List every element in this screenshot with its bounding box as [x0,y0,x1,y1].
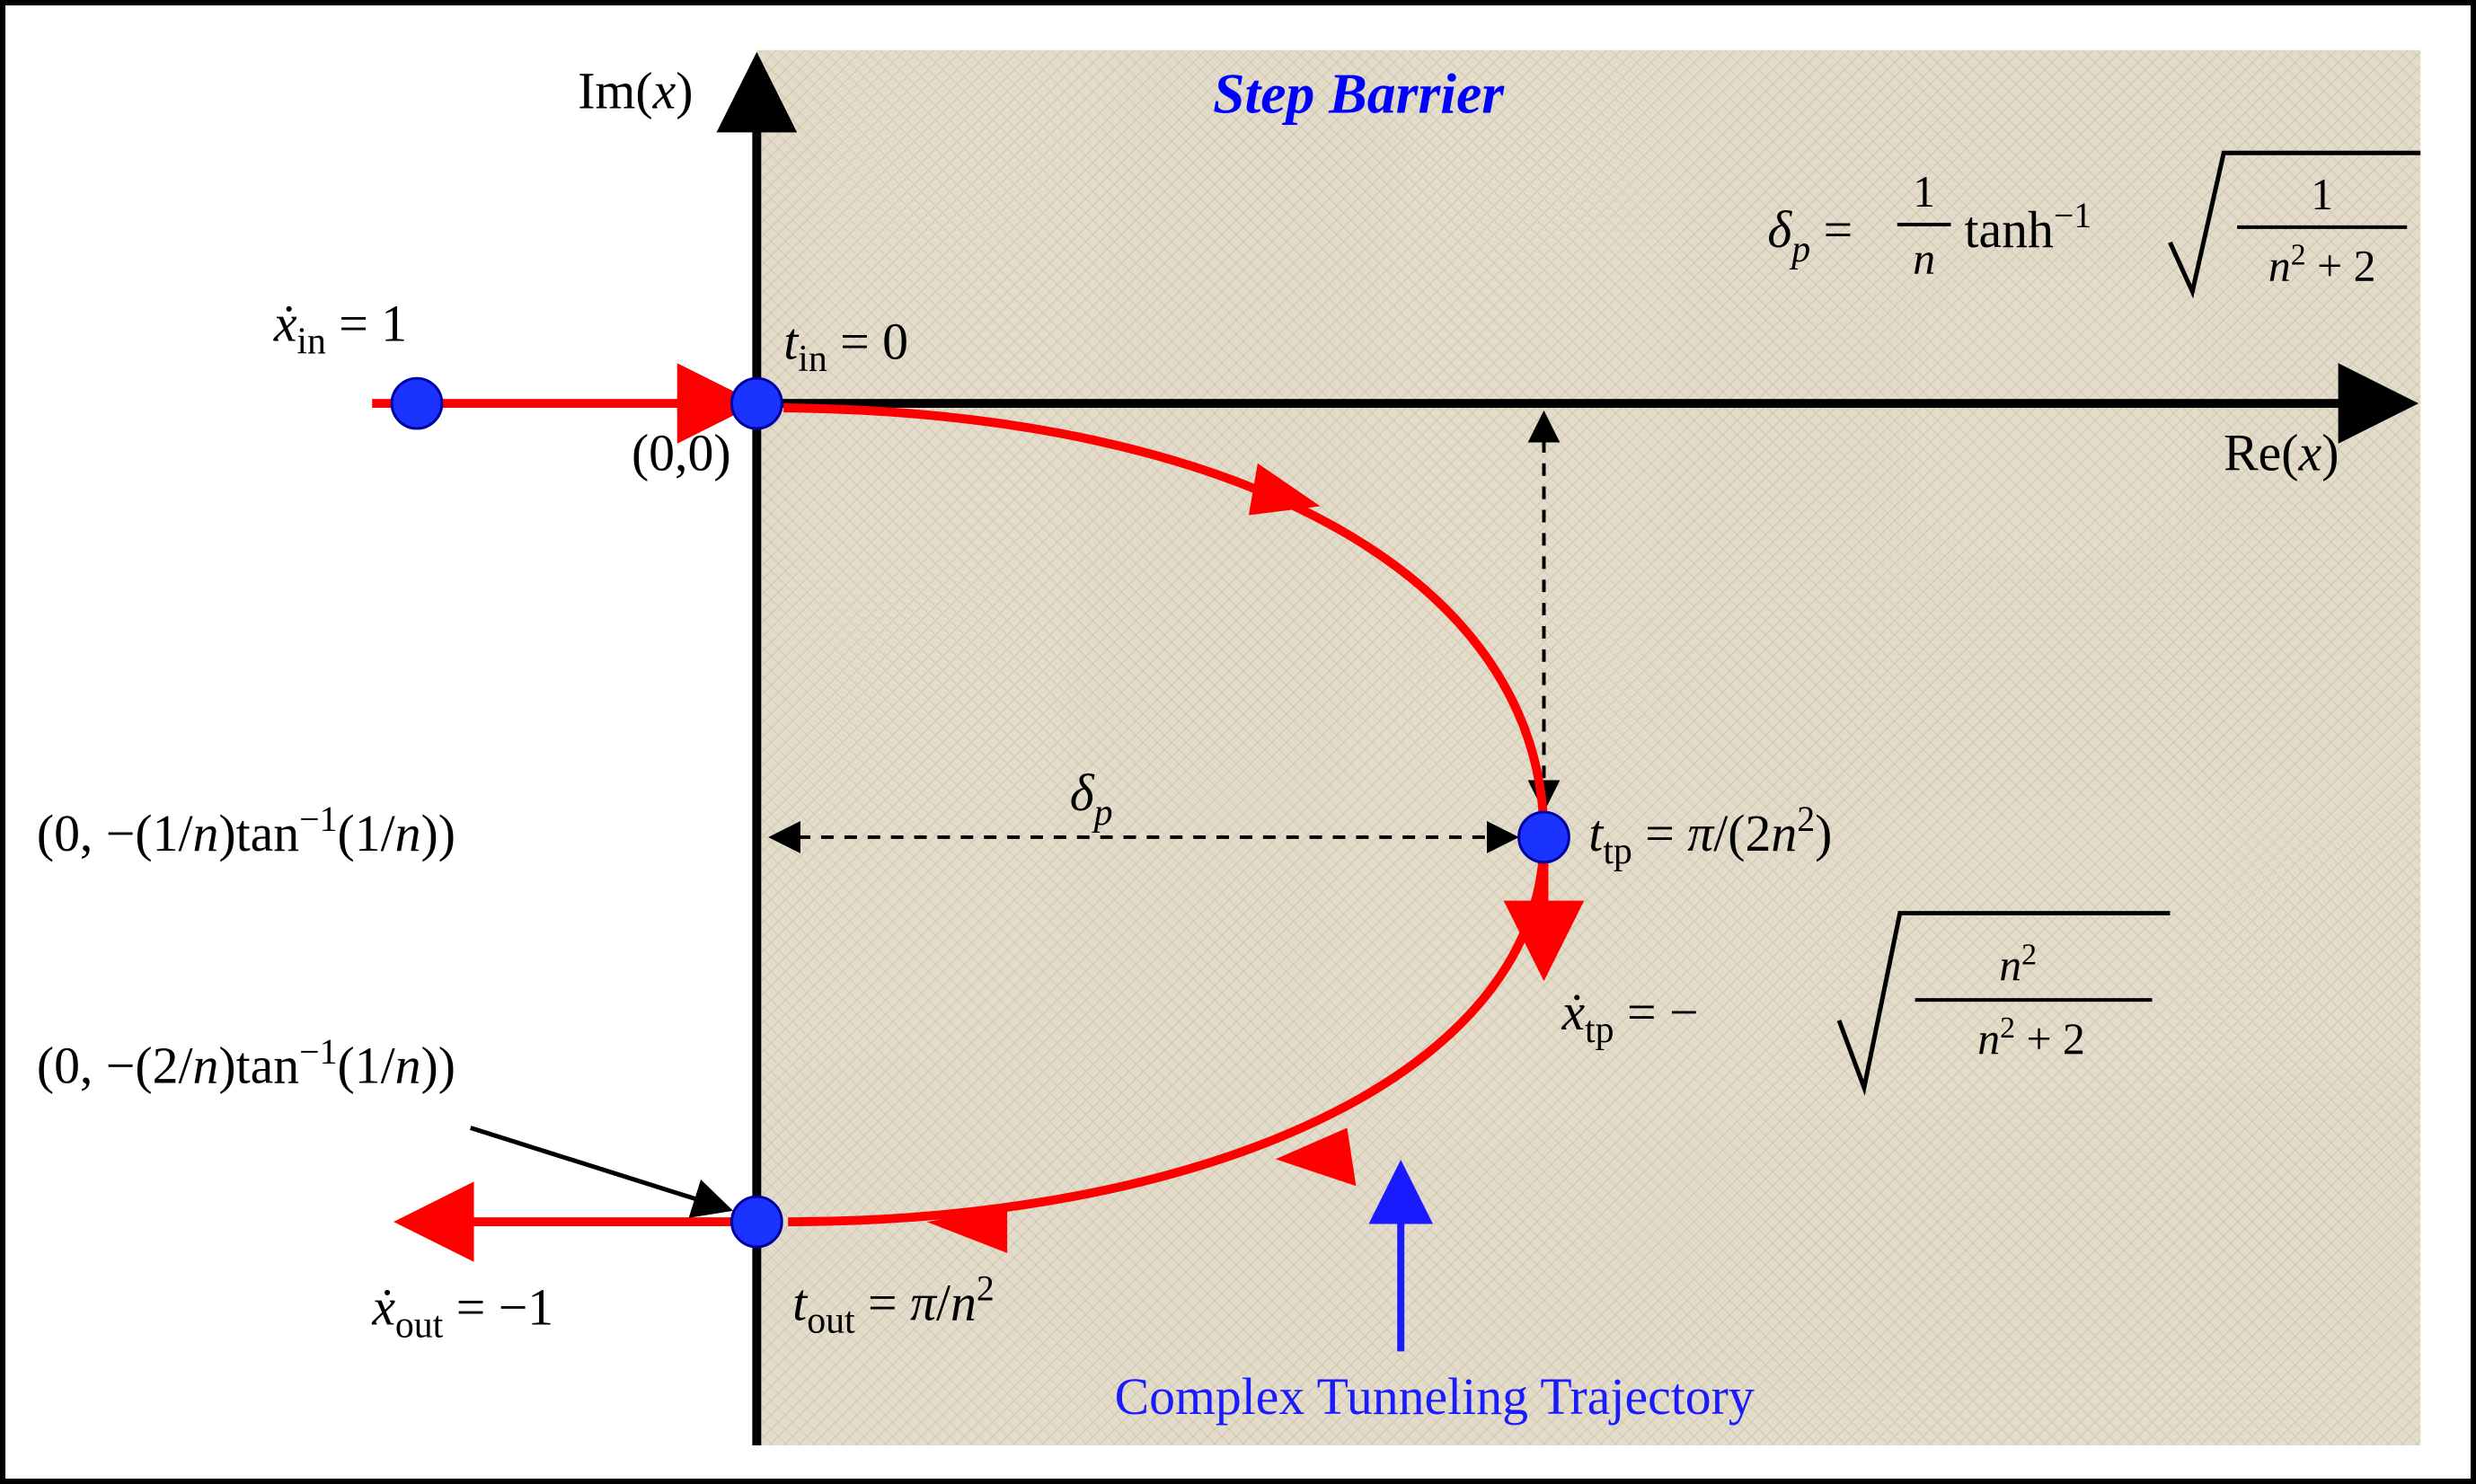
marker-tp [1519,812,1570,862]
marker-out [731,1197,782,1247]
svg-text:1: 1 [1913,167,1935,216]
label-out-coord: (0, −(2/n)tan−1(1/n)) [37,1032,455,1095]
label-caption: Complex Tunneling Trajectory [1115,1369,1755,1426]
pointer-out-coord [471,1128,726,1209]
marker-xdot-in [392,378,442,428]
label-xdot-out: ẋout = −1 [371,1280,553,1347]
svg-text:1: 1 [2311,170,2333,219]
label-im-axis: Im(x) [578,64,693,120]
title-step-barrier: Step Barrier [1213,61,1505,125]
label-mid-coord: (0, −(1/n)tan−1(1/n)) [37,799,455,862]
svg-text:n2 + 2: n2 + 2 [1977,1011,2085,1064]
svg-text:ẋtp = −: ẋtp = − [1561,985,1698,1051]
label-origin: (0,0) [632,426,731,482]
svg-text:n2 + 2: n2 + 2 [2268,239,2376,291]
diagram-frame: Step Barrier Im(x) Re(x) ẋin = 1 tin = 0… [0,0,2476,1484]
phase-diagram: Step Barrier Im(x) Re(x) ẋin = 1 tin = 0… [5,5,2471,1483]
svg-text:n: n [1913,234,1935,284]
label-re-axis: Re(x) [2224,426,2339,482]
marker-origin [731,378,782,428]
label-xdot-in: ẋin = 1 [273,296,407,362]
